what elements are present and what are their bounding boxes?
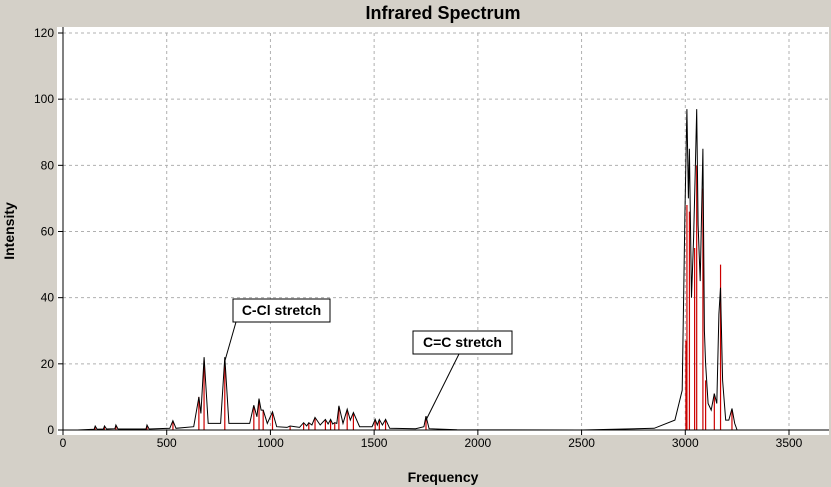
y-tick-label-2: 40 xyxy=(41,291,55,305)
annotation-leader-1 xyxy=(425,353,460,421)
x-tick-label-5: 2500 xyxy=(568,436,595,450)
annotation-leader-0 xyxy=(224,321,237,362)
annotation-label-1: C=C stretch xyxy=(423,334,502,350)
grid-lines xyxy=(63,32,829,430)
y-tick-label-3: 60 xyxy=(41,225,55,239)
x-tick-label-6: 3000 xyxy=(672,436,699,450)
x-axis-label: Frequency xyxy=(408,469,479,485)
x-tick-label-3: 1500 xyxy=(361,436,388,450)
annotation-box-1 xyxy=(412,330,513,355)
y-tick-label-6: 120 xyxy=(34,26,54,40)
x-tick-label-1: 500 xyxy=(157,436,177,450)
annotations: C-Cl stretch C=C stretch xyxy=(224,298,513,421)
y-tick-label-0: 0 xyxy=(47,423,54,437)
y-tick-label-5: 100 xyxy=(34,92,54,106)
y-axis-label: Intensity xyxy=(1,202,17,260)
spectrum-envelope-line xyxy=(77,109,738,431)
annotation-box-0 xyxy=(232,298,331,323)
annotation-0: C-Cl stretch xyxy=(224,298,331,362)
x-tick-label-2: 1000 xyxy=(257,436,284,450)
annotation-1: C=C stretch xyxy=(412,330,513,421)
stick-spectrum xyxy=(94,165,733,430)
annotation-label-0: C-Cl stretch xyxy=(242,302,321,318)
y-tick-label-4: 80 xyxy=(41,158,55,172)
x-tick-label-7: 3500 xyxy=(776,436,803,450)
chart-title: Infrared Spectrum xyxy=(365,3,520,23)
axes xyxy=(59,27,829,434)
x-tick-label-4: 2000 xyxy=(465,436,492,450)
x-axis-ticks: 0 500 1000 1500 2000 2500 3000 3500 xyxy=(60,430,803,450)
y-axis-ticks: 0 20 40 60 80 100 120 xyxy=(34,26,63,437)
y-tick-label-1: 20 xyxy=(41,357,55,371)
x-tick-label-0: 0 xyxy=(60,436,67,450)
